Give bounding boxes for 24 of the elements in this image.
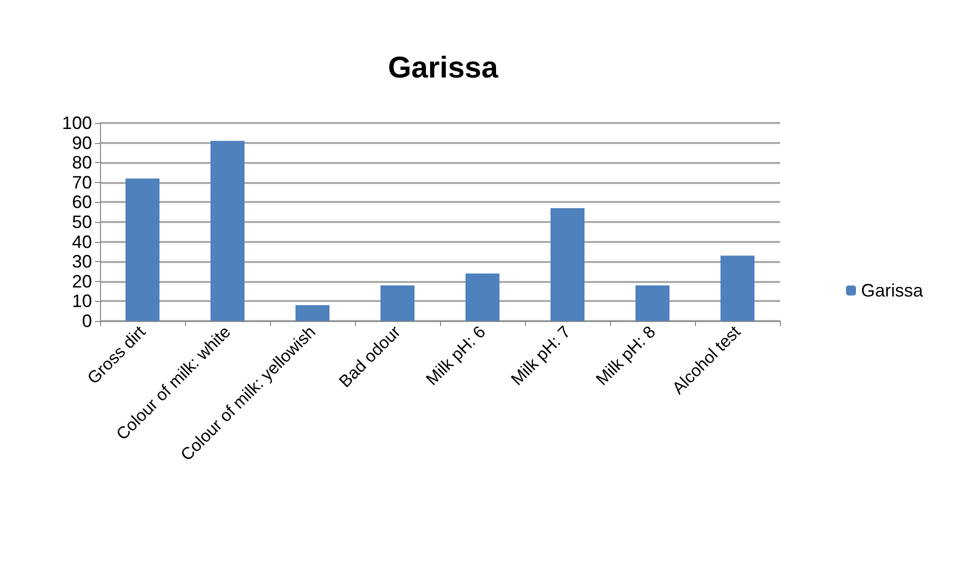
y-tick-label: 100: [62, 113, 92, 133]
bar: [636, 285, 670, 321]
bar: [126, 178, 160, 321]
y-tick-label: 50: [72, 212, 92, 232]
x-tick-label: Milk pH: 6: [422, 322, 490, 390]
bar: [210, 140, 244, 321]
x-tick-label: Milk pH: 7: [507, 322, 574, 390]
y-tick-label: 30: [72, 252, 92, 272]
y-tick-label: 10: [72, 291, 92, 312]
bar: [380, 285, 414, 321]
y-tick-label: 60: [72, 192, 92, 212]
x-tick-label: Milk pH: 8: [592, 322, 660, 390]
y-tick-label: 90: [72, 132, 92, 153]
bar: [296, 305, 330, 321]
y-tick-label: 0: [82, 311, 92, 331]
legend-label: Garissa: [860, 280, 924, 300]
y-tick-label: 20: [72, 271, 92, 292]
chart-title: Garissa: [388, 52, 498, 84]
bar: [720, 256, 754, 321]
y-tick-label: 80: [72, 152, 92, 173]
y-tick-label: 40: [72, 232, 92, 252]
bar: [466, 273, 500, 321]
bar: [550, 208, 584, 321]
y-tick-label: 70: [72, 172, 92, 192]
